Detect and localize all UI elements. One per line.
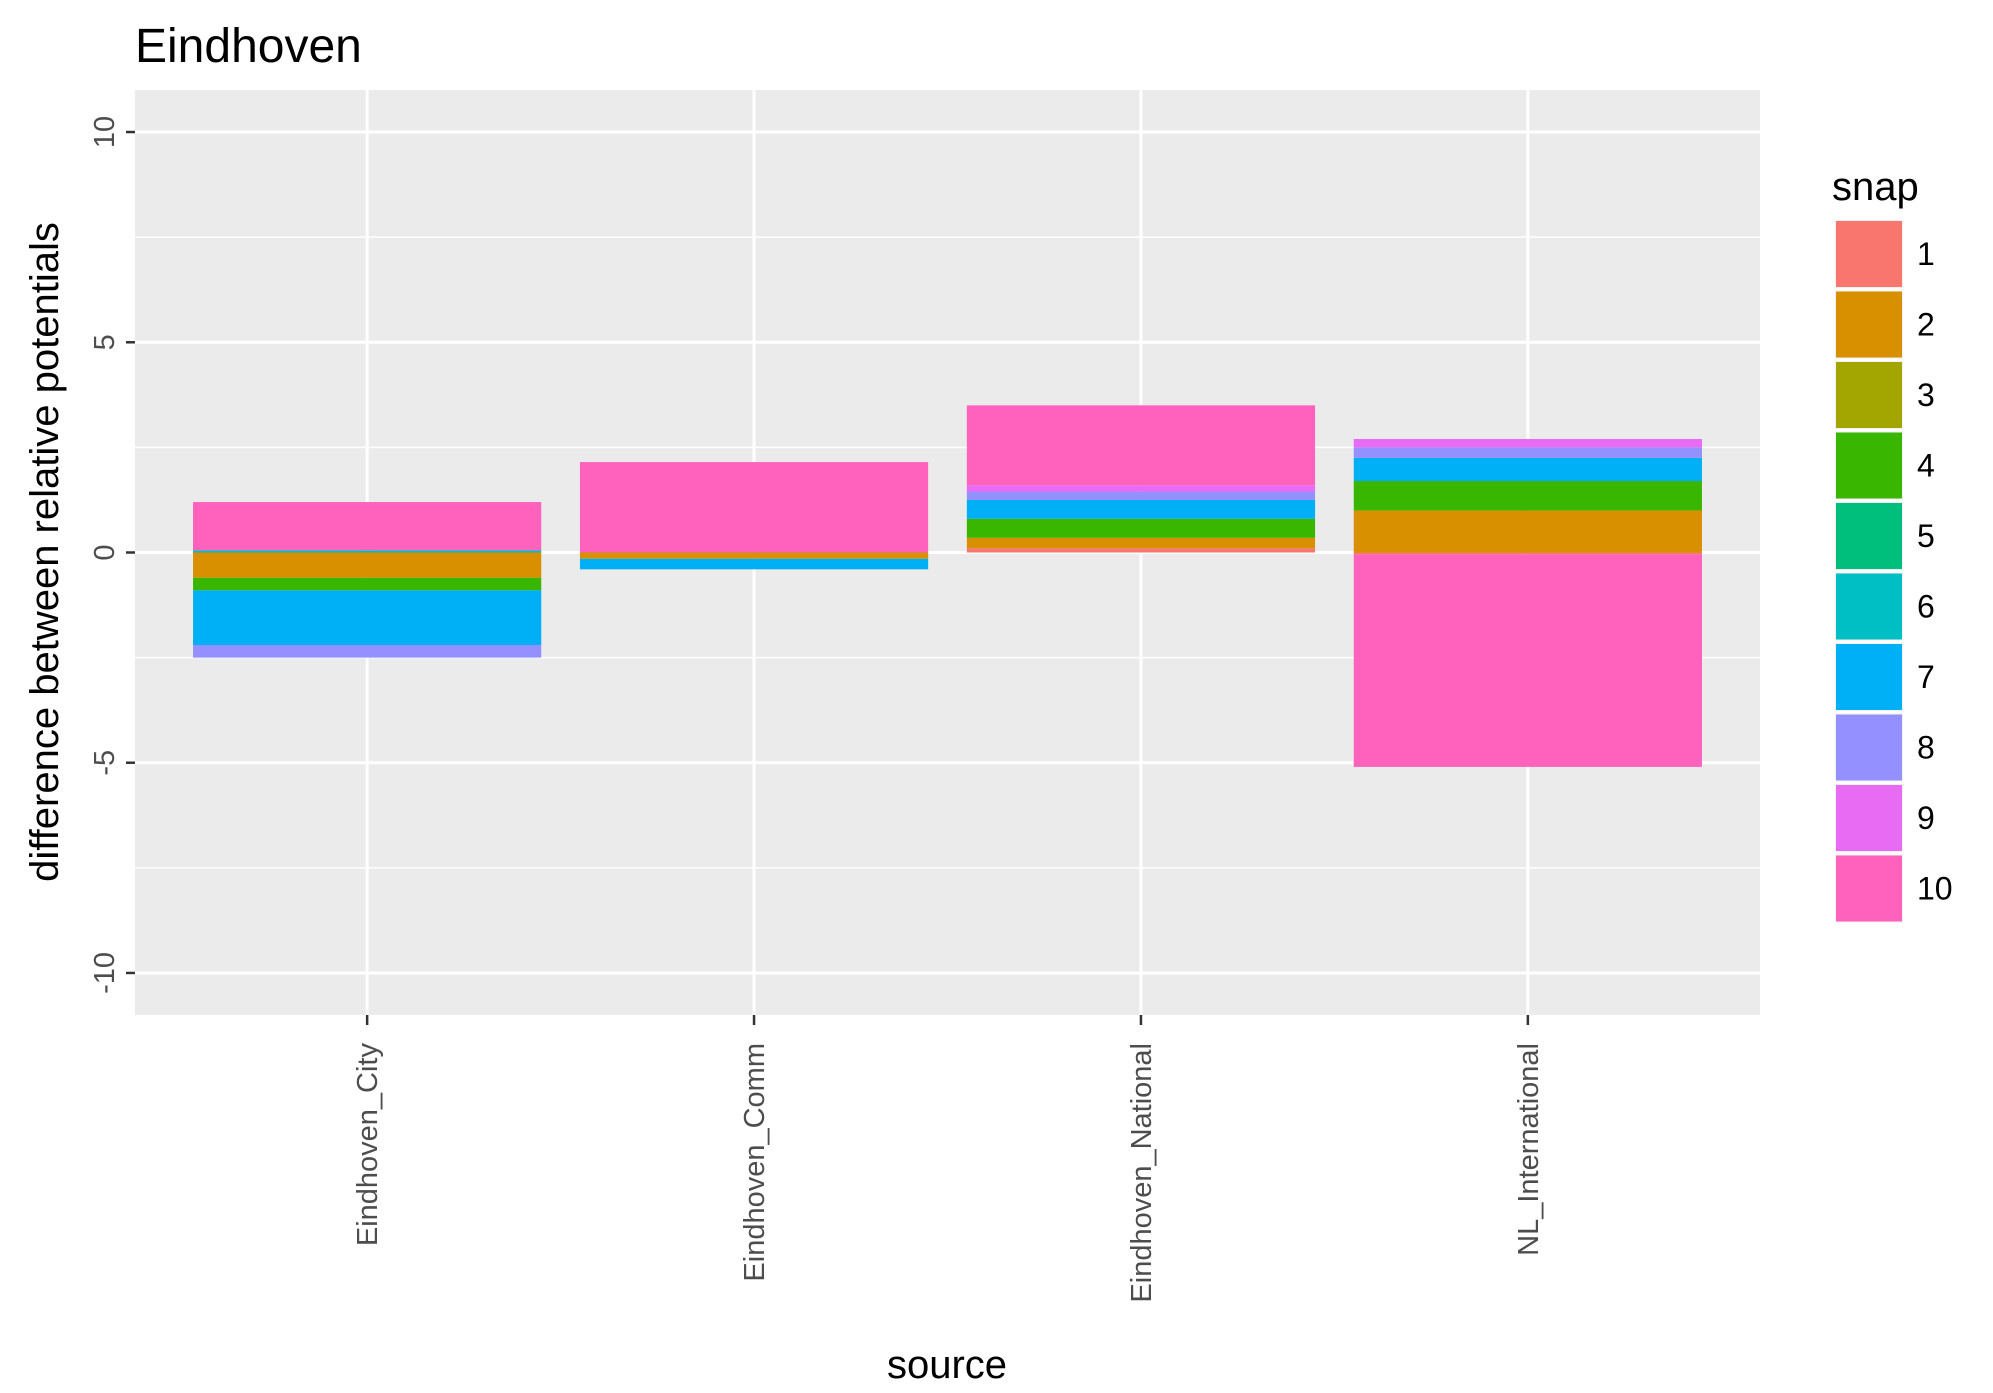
bar-segment-snap-8-NL_International (1353, 447, 1702, 458)
bar-segment-snap-2-Eindhoven_City (193, 552, 542, 578)
bar-segment-snap-4-NL_International (1353, 481, 1702, 511)
legend-swatch-2 (1836, 291, 1902, 358)
x-tick-label: Eindhoven_National (1126, 1043, 1158, 1303)
chart-title: Eindhoven (135, 20, 362, 73)
bar-segment-snap-7-NL_International (1353, 457, 1702, 482)
bar-segment-snap-1-Eindhoven_National (966, 548, 1316, 553)
bar-segment-snap-10-Eindhoven_Comm (579, 462, 929, 553)
bar-segment-snap-2-Eindhoven_Comm (579, 552, 929, 559)
legend-swatch-10 (1836, 855, 1902, 922)
legend-title: snap (1832, 165, 1919, 209)
bar-segment-snap-10-NL_International (1353, 554, 1702, 767)
legend-swatch-6 (1836, 573, 1902, 640)
legend-label-7: 7 (1917, 659, 1935, 695)
bar-segment-snap-9-Eindhoven_National (966, 485, 1316, 492)
bar-segment-snap-9-NL_International (1353, 438, 1702, 448)
x-axis: Eindhoven_City Eindhoven_Comm Eindhoven_Na… (352, 1015, 1545, 1303)
y-tick-label: 5 (89, 334, 121, 350)
legend-swatch-4 (1836, 432, 1902, 499)
y-tick-label: -5 (89, 750, 121, 776)
legend-label-4: 4 (1917, 448, 1935, 484)
legend-swatch-8 (1836, 714, 1902, 781)
bar-segment-snap-6-Eindhoven_City (193, 550, 542, 553)
legend-label-9: 9 (1917, 800, 1935, 836)
x-tick-label: NL_International (1513, 1043, 1545, 1256)
legend-label-1: 1 (1917, 236, 1935, 272)
legend-label-6: 6 (1917, 589, 1935, 625)
legend-swatch-9 (1836, 785, 1902, 851)
bars-layer (193, 405, 1702, 767)
y-axis: -10 -5 0 5 10 (89, 116, 135, 994)
legend-label-2: 2 (1917, 307, 1935, 343)
bar-segment-snap-8-Eindhoven_National (966, 491, 1316, 500)
bar-segment-snap-4-Eindhoven_National (966, 518, 1316, 538)
legend-label-3: 3 (1917, 377, 1935, 413)
legend-swatch-3 (1836, 362, 1902, 428)
bar-segment-snap-1-NL_International (1353, 552, 1702, 555)
bar-segment-snap-8-Eindhoven_City (193, 645, 542, 658)
bar-segment-snap-2-NL_International (1353, 510, 1702, 553)
bar-segment-snap-7-Eindhoven_National (966, 499, 1316, 519)
y-axis-title: difference between relative potentials (23, 222, 67, 882)
y-tick-label: 0 (89, 544, 121, 560)
y-tick-label: -10 (89, 952, 121, 994)
legend: snap 1 2 3 4 5 6 7 8 9 10 (1832, 165, 1953, 923)
legend-label-8: 8 (1917, 730, 1935, 766)
bar-segment-snap-10-Eindhoven_National (966, 405, 1316, 486)
legend-swatch-1 (1836, 221, 1902, 287)
legend-swatch-5 (1836, 503, 1902, 569)
bar-segment-snap-7-Eindhoven_Comm (579, 558, 929, 570)
bar-segment-snap-2-Eindhoven_National (966, 537, 1316, 549)
x-tick-label: Eindhoven_City (352, 1043, 384, 1247)
legend-swatch-7 (1836, 644, 1902, 710)
x-axis-title: source (887, 1343, 1007, 1387)
bar-segment-snap-10-Eindhoven_City (193, 502, 542, 551)
legend-label-10: 10 (1917, 871, 1953, 907)
x-tick-label: Eindhoven_Comm (739, 1043, 771, 1282)
y-tick-label: 10 (89, 116, 121, 148)
legend-label-5: 5 (1917, 518, 1935, 554)
bar-segment-snap-7-Eindhoven_City (193, 590, 542, 645)
bar-segment-snap-4-Eindhoven_City (193, 577, 542, 591)
